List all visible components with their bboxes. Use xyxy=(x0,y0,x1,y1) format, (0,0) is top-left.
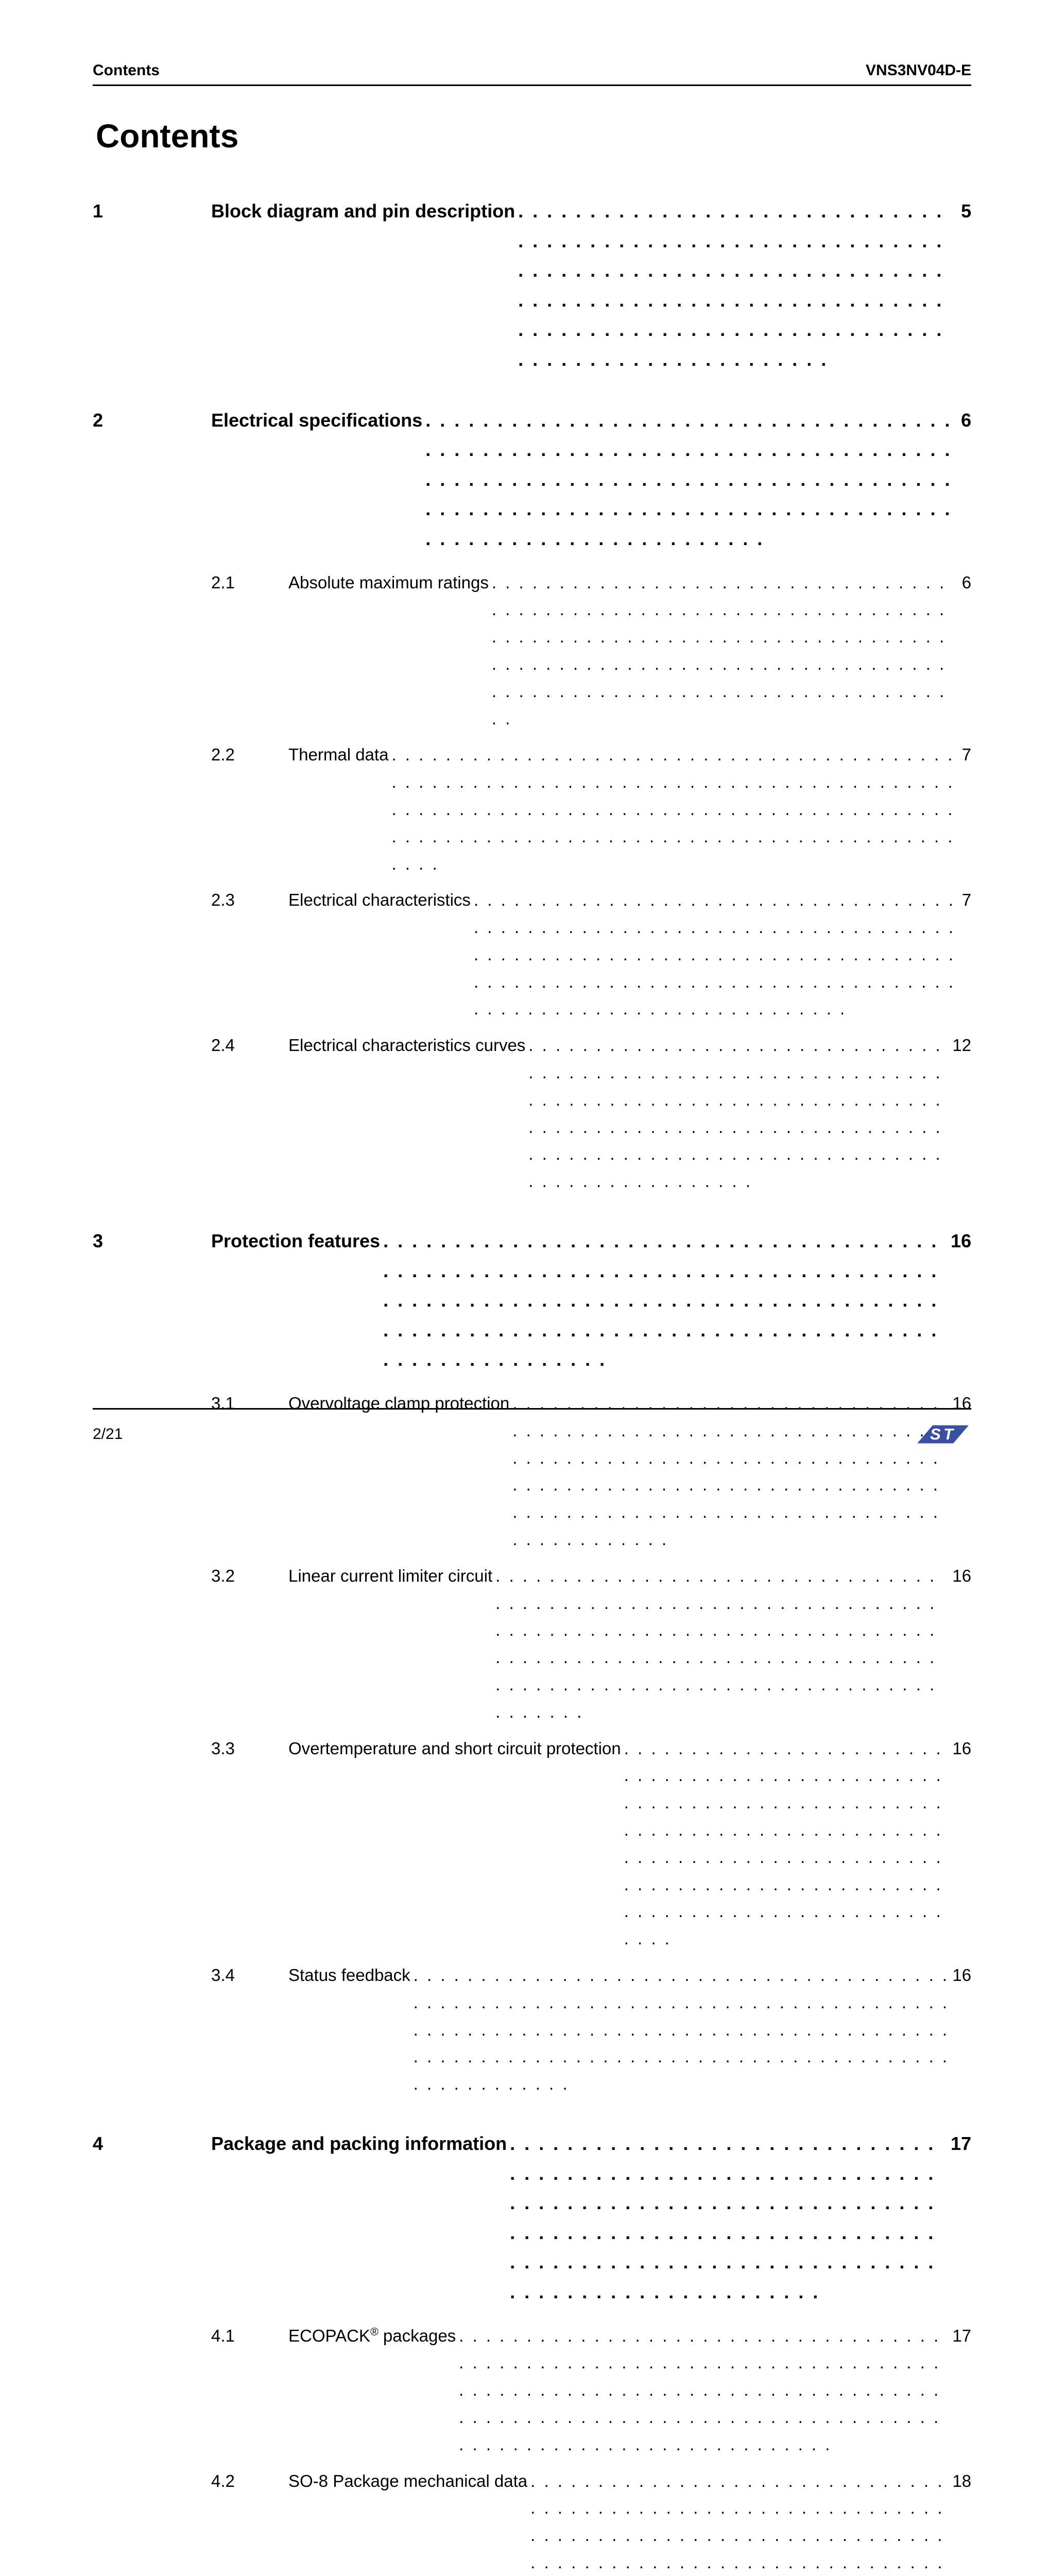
section-page: 17 xyxy=(951,2129,971,2159)
subsection-number: 4.2 xyxy=(211,2468,288,2495)
section-label: Protection features xyxy=(211,1226,380,1256)
subsection-page: 7 xyxy=(962,887,971,914)
subsection-label: Status feedback xyxy=(288,1962,410,1989)
header-left: Contents xyxy=(93,62,160,79)
subsection-number: 2.1 xyxy=(211,569,288,597)
running-header: Contents VNS3NV04D-E xyxy=(93,62,971,84)
leader-dots xyxy=(425,405,958,554)
header-right: VNS3NV04D-E xyxy=(866,62,971,79)
toc-entry-subsection[interactable]: 3.3Overtemperature and short circuit pro… xyxy=(93,1735,971,1953)
subsection-label: Electrical characteristics curves xyxy=(288,1032,525,1059)
toc-entry-section[interactable]: 1Block diagram and pin description 5 xyxy=(93,196,971,375)
subsection-label: Thermal data xyxy=(288,741,388,769)
leader-dots xyxy=(459,2323,949,2459)
subsection-label: SO-8 Package mechanical data xyxy=(288,2468,527,2495)
leader-dots xyxy=(383,1226,948,1375)
page: Contents VNS3NV04D-E Contents 1Block dia… xyxy=(0,0,1064,1506)
subsection-page: 16 xyxy=(952,1563,971,1590)
subsection-number: 3.3 xyxy=(211,1735,288,1762)
toc-entry-section[interactable]: 3Protection features 16 xyxy=(93,1226,971,1375)
section-label: Electrical specifications xyxy=(211,405,422,435)
subsection-page: 16 xyxy=(952,1962,971,1989)
leader-dots xyxy=(474,887,959,1023)
subsection-number: 3.4 xyxy=(211,1962,288,1989)
subsection-number: 2.3 xyxy=(211,887,288,914)
subsection-number: 3.2 xyxy=(211,1563,288,1590)
toc-entry-subsection[interactable]: 2.4Electrical characteristics curves 12 xyxy=(93,1032,971,1195)
leader-dots xyxy=(530,2468,949,2576)
subsection-number: 4.1 xyxy=(211,2323,288,2350)
subsection-number: 2.4 xyxy=(211,1032,288,1059)
subsection-label: Absolute maximum ratings xyxy=(288,569,489,597)
section-number: 4 xyxy=(93,2129,211,2159)
subsection-page: 6 xyxy=(962,569,971,597)
toc-section: 1Block diagram and pin description 5 xyxy=(93,196,971,375)
subsection-number: 2.2 xyxy=(211,741,288,769)
svg-text:S: S xyxy=(930,1425,941,1443)
toc-entry-subsection[interactable]: 2.1Absolute maximum ratings 6 xyxy=(93,569,971,733)
toc-entry-subsection[interactable]: 3.4Status feedback 16 xyxy=(93,1962,971,2098)
subsection-page: 18 xyxy=(952,2468,971,2495)
section-label: Block diagram and pin description xyxy=(211,196,515,226)
section-page: 6 xyxy=(961,405,971,435)
st-logo-icon: S T xyxy=(915,1419,971,1450)
toc-entry-subsection[interactable]: 2.2Thermal data 7 xyxy=(93,741,971,877)
leader-dots xyxy=(492,569,959,733)
page-title: Contents xyxy=(96,117,971,155)
toc-section: 4Package and packing information 174.1EC… xyxy=(93,2129,971,2576)
toc-entry-subsection[interactable]: 3.2Linear current limiter circuit 16 xyxy=(93,1563,971,1726)
leader-dots xyxy=(510,2129,948,2307)
leader-dots xyxy=(495,1563,949,1726)
leader-dots xyxy=(391,741,958,877)
section-number: 3 xyxy=(93,1226,211,1256)
subsection-page: 12 xyxy=(952,1032,971,1059)
toc-section: 2Electrical specifications 62.1Absolute … xyxy=(93,405,971,1196)
subsection-page: 17 xyxy=(952,2323,971,2350)
table-of-contents: 1Block diagram and pin description 52Ele… xyxy=(93,196,971,2576)
footer-page-number: 2/21 xyxy=(93,1426,123,1443)
toc-entry-subsection[interactable]: 2.3Electrical characteristics 7 xyxy=(93,887,971,1023)
toc-entry-subsection[interactable]: 4.2SO-8 Package mechanical data 18 xyxy=(93,2468,971,2576)
subsection-label: Linear current limiter circuit xyxy=(288,1563,492,1590)
toc-entry-section[interactable]: 2Electrical specifications 6 xyxy=(93,405,971,554)
footer-rule xyxy=(93,1408,971,1410)
svg-text:T: T xyxy=(943,1425,955,1443)
footer-row: 2/21 S T xyxy=(93,1419,971,1450)
subsection-label: ECOPACK® packages xyxy=(288,2323,456,2350)
subsection-page: 7 xyxy=(962,741,971,769)
toc-section: 3Protection features 163.1Overvoltage cl… xyxy=(93,1226,971,2098)
section-page: 16 xyxy=(951,1226,971,1256)
leader-dots xyxy=(624,1735,950,1953)
section-number: 1 xyxy=(93,196,211,226)
toc-entry-subsection[interactable]: 4.1ECOPACK® packages 17 xyxy=(93,2323,971,2459)
section-page: 5 xyxy=(961,196,971,226)
subsection-label: Overtemperature and short circuit protec… xyxy=(288,1735,621,1762)
header-rule xyxy=(93,84,971,86)
footer: 2/21 S T xyxy=(93,1408,971,1450)
toc-entry-section[interactable]: 4Package and packing information 17 xyxy=(93,2129,971,2307)
section-number: 2 xyxy=(93,405,211,435)
subsection-label: Electrical characteristics xyxy=(288,887,471,914)
leader-dots xyxy=(528,1032,949,1195)
leader-dots xyxy=(414,1962,950,2098)
section-label: Package and packing information xyxy=(211,2129,507,2159)
subsection-page: 16 xyxy=(952,1735,971,1762)
leader-dots xyxy=(518,196,958,375)
